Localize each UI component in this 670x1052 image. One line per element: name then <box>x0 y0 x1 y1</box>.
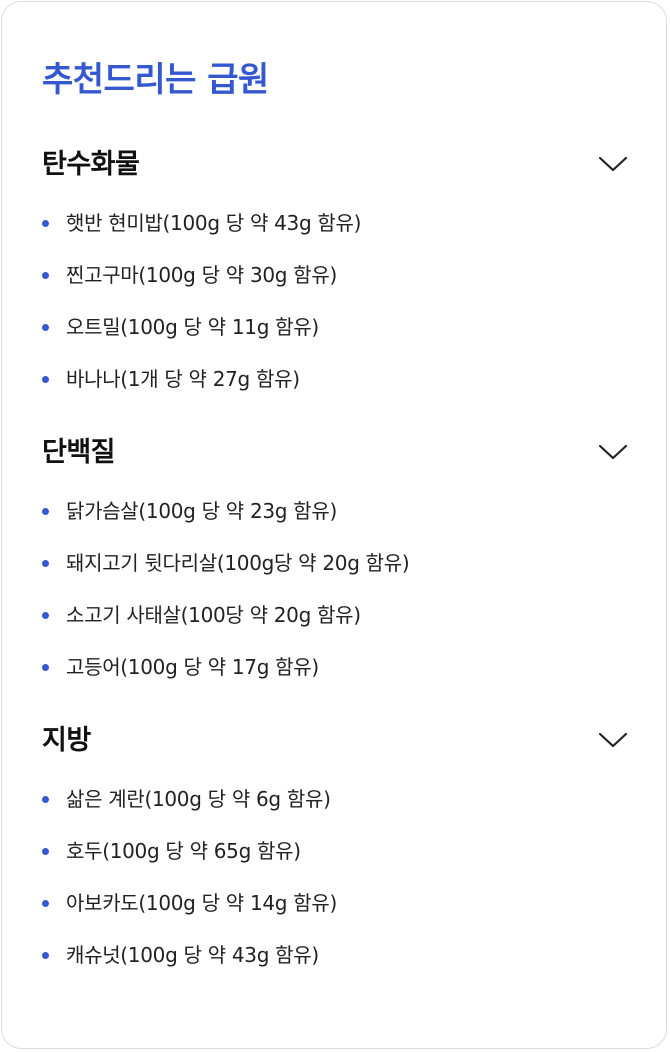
bullet-icon <box>42 900 49 907</box>
list-item: 캐슈넛(100g 당 약 43g 함유) <box>2 940 622 970</box>
bullet-icon <box>42 848 49 855</box>
item-text: 햇반 현미밥(100g 당 약 43g 함유) <box>66 211 362 235</box>
list-item: 닭가슴살(100g 당 약 23g 함유) <box>2 496 622 526</box>
item-text: 삶은 계란(100g 당 약 6g 함유) <box>66 787 331 811</box>
section-protein: 단백질 닭가슴살(100g 당 약 23g 함유) 돼지고기 뒷다리살(100g… <box>2 433 668 679</box>
item-text: 고등어(100g 당 약 17g 함유) <box>66 655 319 679</box>
item-text: 소고기 사태살(100당 약 20g 함유) <box>66 603 361 627</box>
section-title: 지방 <box>42 725 91 756</box>
list-item: 삶은 계란(100g 당 약 6g 함유) <box>2 784 622 814</box>
item-text: 아보카도(100g 당 약 14g 함유) <box>66 891 337 915</box>
list-item: 호두(100g 당 약 65g 함유) <box>2 836 622 866</box>
chevron-down-icon[interactable] <box>598 155 628 173</box>
bullet-icon <box>42 612 49 619</box>
bullet-icon <box>42 952 49 959</box>
bullet-icon <box>42 664 49 671</box>
item-text: 캐슈넛(100g 당 약 43g 함유) <box>66 943 319 967</box>
section-carbohydrate: 탄수화물 햇반 현미밥(100g 당 약 43g 함유) 찐고구마(100g 당… <box>2 145 668 391</box>
item-text: 바나나(1개 당 약 27g 함유) <box>66 367 300 391</box>
list-item: 바나나(1개 당 약 27g 함유) <box>2 364 622 394</box>
bullet-icon <box>42 796 49 803</box>
bullet-icon <box>42 376 49 383</box>
section-fat: 지방 삶은 계란(100g 당 약 6g 함유) 호두(100g 당 약 65g… <box>2 721 668 967</box>
bullet-icon <box>42 220 49 227</box>
list-item: 고등어(100g 당 약 17g 함유) <box>2 652 622 682</box>
list-item: 아보카도(100g 당 약 14g 함유) <box>2 888 622 918</box>
bullet-icon <box>42 560 49 567</box>
page-title: 추천드리는 급원 <box>42 60 269 100</box>
item-text: 돼지고기 뒷다리살(100g당 약 20g 함유) <box>66 551 410 575</box>
section-header-protein[interactable]: 단백질 <box>2 433 668 473</box>
item-text: 닭가슴살(100g 당 약 23g 함유) <box>66 499 337 523</box>
list-item: 오트밀(100g 당 약 11g 함유) <box>2 312 622 342</box>
section-header-carbohydrate[interactable]: 탄수화물 <box>2 145 668 185</box>
bullet-icon <box>42 508 49 515</box>
item-text: 호두(100g 당 약 65g 함유) <box>66 839 301 863</box>
bullet-icon <box>42 324 49 331</box>
section-header-fat[interactable]: 지방 <box>2 721 668 761</box>
section-title: 단백질 <box>42 437 116 468</box>
list-item: 찐고구마(100g 당 약 30g 함유) <box>2 260 622 290</box>
list-item: 소고기 사태살(100당 약 20g 함유) <box>2 600 622 630</box>
section-title: 탄수화물 <box>42 149 140 180</box>
bullet-icon <box>42 272 49 279</box>
item-text: 찐고구마(100g 당 약 30g 함유) <box>66 263 337 287</box>
chevron-down-icon[interactable] <box>598 731 628 749</box>
chevron-down-icon[interactable] <box>598 443 628 461</box>
list-item: 햇반 현미밥(100g 당 약 43g 함유) <box>2 208 622 238</box>
list-item: 돼지고기 뒷다리살(100g당 약 20g 함유) <box>2 548 622 578</box>
item-text: 오트밀(100g 당 약 11g 함유) <box>66 315 319 339</box>
